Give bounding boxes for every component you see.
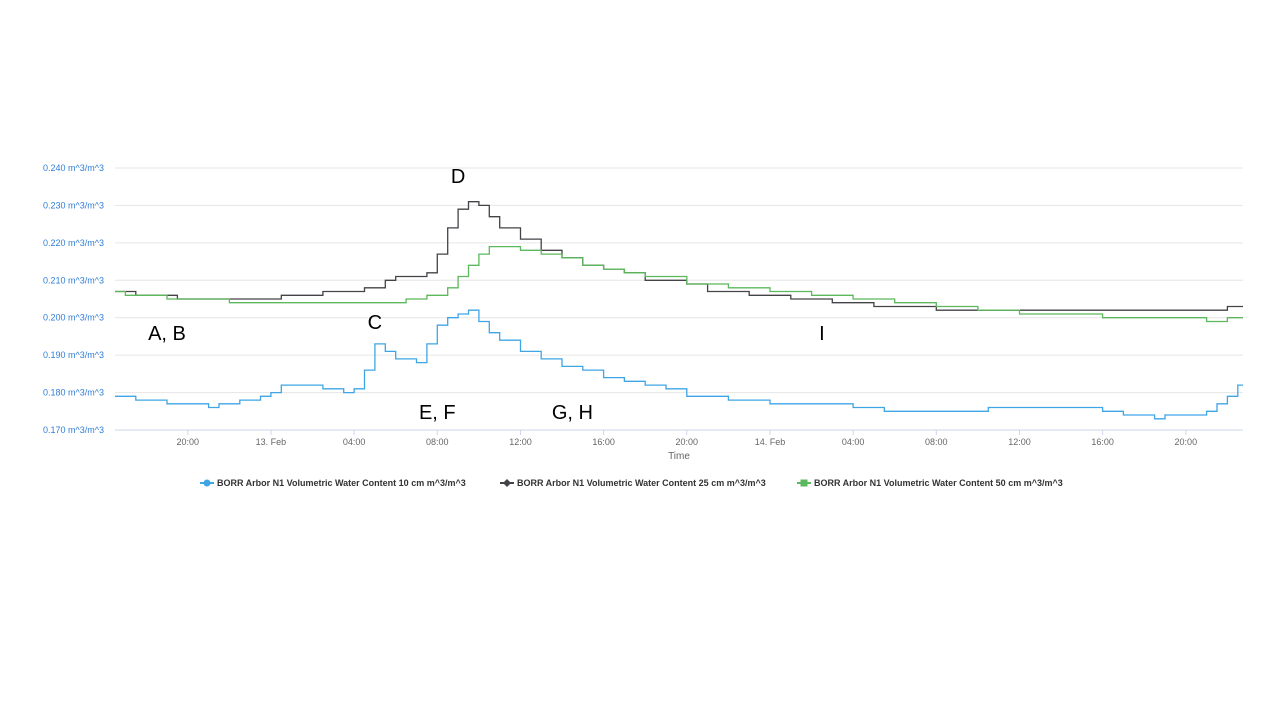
- x-tick-label: 08:00: [925, 437, 948, 447]
- annotation-label: I: [819, 323, 825, 345]
- y-tick-label: 0.230 m^3/m^3: [43, 200, 104, 210]
- legend-item[interactable]: BORR Arbor N1 Volumetric Water Content 5…: [797, 478, 1063, 488]
- x-tick-label: 08:00: [426, 437, 449, 447]
- grid-layer: [115, 167, 1243, 431]
- series-layer: [115, 201, 1243, 420]
- y-tick-label: 0.220 m^3/m^3: [43, 238, 104, 248]
- annotation-label: E, F: [419, 402, 456, 424]
- x-tick-label: 16:00: [1091, 437, 1114, 447]
- x-tick-label: 20:00: [177, 437, 200, 447]
- y-tick-label: 0.170 m^3/m^3: [43, 425, 104, 435]
- y-tick-label: 0.240 m^3/m^3: [43, 163, 104, 173]
- annotation-label: G, H: [552, 402, 593, 424]
- y-tick-label: 0.200 m^3/m^3: [43, 313, 104, 323]
- legend-item[interactable]: BORR Arbor N1 Volumetric Water Content 2…: [500, 478, 766, 488]
- y-tick-label: 0.210 m^3/m^3: [43, 275, 104, 285]
- x-tick-label: 04:00: [842, 437, 865, 447]
- series-line-2[interactable]: [115, 201, 1243, 311]
- annotation-label: C: [368, 312, 382, 334]
- legend-diamond-marker: [503, 479, 511, 487]
- x-tick-label: 20:00: [676, 437, 699, 447]
- annotation-layer: A, B C D E, F G, H I: [148, 166, 825, 424]
- x-tick-label: 04:00: [343, 437, 366, 447]
- x-tick-label: 14. Feb: [755, 437, 786, 447]
- x-tick-label: 16:00: [592, 437, 615, 447]
- x-tick-label: 13. Feb: [256, 437, 287, 447]
- y-tick-label: 0.180 m^3/m^3: [43, 388, 104, 398]
- y-axis-ticks: 0.170 m^3/m^3 0.180 m^3/m^3 0.190 m^3/m^3 0…: [43, 163, 104, 435]
- legend-label: BORR Arbor N1 Volumetric Water Content 5…: [814, 478, 1063, 488]
- legend-square-marker: [800, 479, 808, 487]
- legend-label: BORR Arbor N1 Volumetric Water Content 1…: [217, 478, 466, 488]
- series-line-1[interactable]: [115, 309, 1243, 420]
- annotation-label: D: [451, 166, 465, 188]
- x-tick-label: 12:00: [1008, 437, 1031, 447]
- annotation-label: A, B: [148, 323, 186, 345]
- legend: BORR Arbor N1 Volumetric Water Content 1…: [200, 478, 1063, 488]
- x-axis-ticks: 20:00 13. Feb 04:00 08:00 12:00 16:00 20:00 14.…: [177, 430, 1198, 447]
- x-tick-label: 20:00: [1175, 437, 1198, 447]
- y-tick-label: 0.190 m^3/m^3: [43, 350, 104, 360]
- legend-circle-marker: [203, 479, 211, 487]
- legend-label: BORR Arbor N1 Volumetric Water Content 2…: [517, 478, 766, 488]
- x-axis-title: Time: [668, 451, 690, 462]
- series-line-3[interactable]: [115, 245, 1243, 323]
- x-tick-label: 12:00: [509, 437, 532, 447]
- legend-item[interactable]: BORR Arbor N1 Volumetric Water Content 1…: [200, 478, 466, 488]
